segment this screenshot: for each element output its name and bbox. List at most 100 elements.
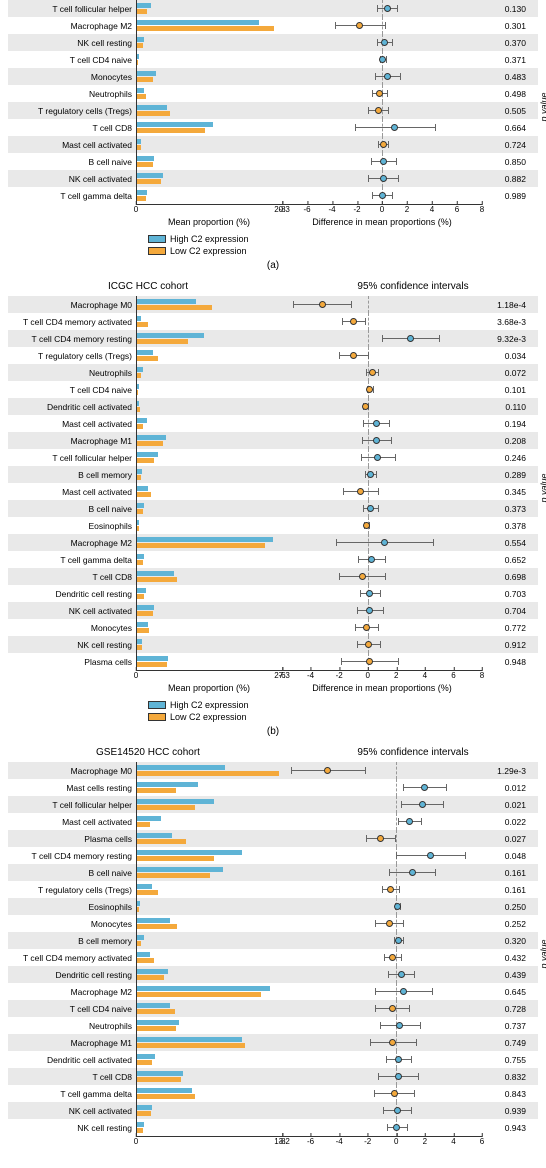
- bar-cell: [136, 1119, 282, 1136]
- data-row: Macrophage M10.749: [8, 1034, 538, 1051]
- legend: High C2 expressionLow C2 expression: [148, 234, 538, 256]
- bar-cell: [136, 449, 282, 466]
- bar-cell: [136, 636, 282, 653]
- bar-axis-label: Mean proportion (%): [168, 683, 250, 693]
- ci-marker: [373, 437, 380, 444]
- ci-marker: [407, 335, 414, 342]
- data-row: Neutrophils0.498: [8, 85, 538, 102]
- data-row: T cell CD4 naive0.728: [8, 1000, 538, 1017]
- ci-cell: [282, 449, 482, 466]
- bar-low: [137, 1094, 195, 1099]
- ci-marker: [365, 641, 372, 648]
- bar-cell: [136, 779, 282, 796]
- data-row: Eosinophils0.250: [8, 898, 538, 915]
- ci-cell: [282, 347, 482, 364]
- bar-cell: [136, 102, 282, 119]
- p-value: 9.32e-3: [482, 334, 528, 344]
- yaxis-label: p value: [539, 939, 546, 968]
- panel-b: ICGC HCC cohort95% confidence intervalsM…: [0, 281, 546, 737]
- ci-cell: [282, 398, 482, 415]
- data-row: T cell follicular helper0.021: [8, 796, 538, 813]
- panel-a: T cell follicular helper0.130Macrophage …: [0, 0, 546, 271]
- legend-label-low: Low C2 expression: [170, 246, 247, 256]
- bar-low: [137, 322, 148, 327]
- bar-cell: [136, 1034, 282, 1051]
- ci-cell: [282, 881, 482, 898]
- ci-cell: [282, 983, 482, 1000]
- ci-cell: [282, 432, 482, 449]
- row-label: T cell CD8: [8, 572, 136, 582]
- data-row: Dendritic cell activated0.110: [8, 398, 538, 415]
- ci-marker: [389, 954, 396, 961]
- bar-high: [137, 656, 168, 661]
- ci-cell: [282, 517, 482, 534]
- data-row: T cell CD4 naive0.371: [8, 51, 538, 68]
- ci-cell: [282, 813, 482, 830]
- row-label: T regulatory cells (Tregs): [8, 106, 136, 116]
- p-value: 0.652: [482, 555, 528, 565]
- data-row: Neutrophils0.072: [8, 364, 538, 381]
- p-value: 0.373: [482, 504, 528, 514]
- ci-cell: [282, 1068, 482, 1085]
- bar-cell: [136, 796, 282, 813]
- ci-marker: [373, 420, 380, 427]
- row-label: B cell naive: [8, 157, 136, 167]
- row-label: T cell follicular helper: [8, 4, 136, 14]
- bar-high: [137, 622, 148, 627]
- ci-cell: [282, 1000, 482, 1017]
- p-value: 0.505: [482, 106, 528, 116]
- ci-cell: [282, 0, 482, 17]
- bar-cell: [136, 602, 282, 619]
- ci-cell: [282, 102, 482, 119]
- ci-marker: [381, 39, 388, 46]
- ci-marker: [384, 73, 391, 80]
- data-row: T cell CD4 memory activated3.68e-3: [8, 313, 538, 330]
- bar-high: [137, 435, 166, 440]
- row-label: NK cell resting: [8, 1123, 136, 1133]
- data-row: Mast cells resting0.012: [8, 779, 538, 796]
- data-row: Mast cell activated0.345: [8, 483, 538, 500]
- data-row: B cell memory0.289: [8, 466, 538, 483]
- bar-high: [137, 816, 161, 821]
- bar-cell: [136, 1068, 282, 1085]
- bar-high: [137, 1054, 155, 1059]
- ci-cell: [282, 949, 482, 966]
- ci-cell: [282, 568, 482, 585]
- ci-marker: [366, 607, 373, 614]
- bar-low: [137, 907, 139, 912]
- bar-high: [137, 37, 144, 42]
- row-label: T cell CD8: [8, 1072, 136, 1082]
- bar-axis: 020.3Mean proportion (%): [136, 204, 282, 228]
- row-label: T cell gamma delta: [8, 191, 136, 201]
- p-value: 0.034: [482, 351, 528, 361]
- p-value: 0.704: [482, 606, 528, 616]
- bar-low: [137, 577, 177, 582]
- bar-high: [137, 867, 223, 872]
- ci-marker: [367, 505, 374, 512]
- panel-title-right: 95% confidence intervals: [288, 747, 538, 758]
- bar-cell: [136, 85, 282, 102]
- ci-axis-label: Difference in mean proportions (%): [312, 217, 451, 227]
- p-value: 0.755: [482, 1055, 528, 1065]
- row-label: T cell CD4 memory resting: [8, 851, 136, 861]
- bar-cell: [136, 381, 282, 398]
- bar-cell: [136, 653, 282, 670]
- bar-high: [137, 799, 214, 804]
- row-label: T regulatory cells (Tregs): [8, 351, 136, 361]
- p-value: 0.345: [482, 487, 528, 497]
- ci-marker: [393, 1124, 400, 1131]
- p-value: 0.027: [482, 834, 528, 844]
- row-label: T cell CD4 naive: [8, 1004, 136, 1014]
- ci-marker: [366, 590, 373, 597]
- p-value: 0.208: [482, 436, 528, 446]
- bar-high: [137, 918, 170, 923]
- bar-low: [137, 890, 158, 895]
- bar-high: [137, 173, 163, 178]
- bar-high: [137, 782, 198, 787]
- bar-cell: [136, 534, 282, 551]
- p-value: 0.110: [482, 402, 528, 412]
- ci-marker: [395, 1056, 402, 1063]
- sub-label: (a): [8, 260, 538, 271]
- p-value: 0.724: [482, 140, 528, 150]
- data-row: T cell CD4 memory activated0.432: [8, 949, 538, 966]
